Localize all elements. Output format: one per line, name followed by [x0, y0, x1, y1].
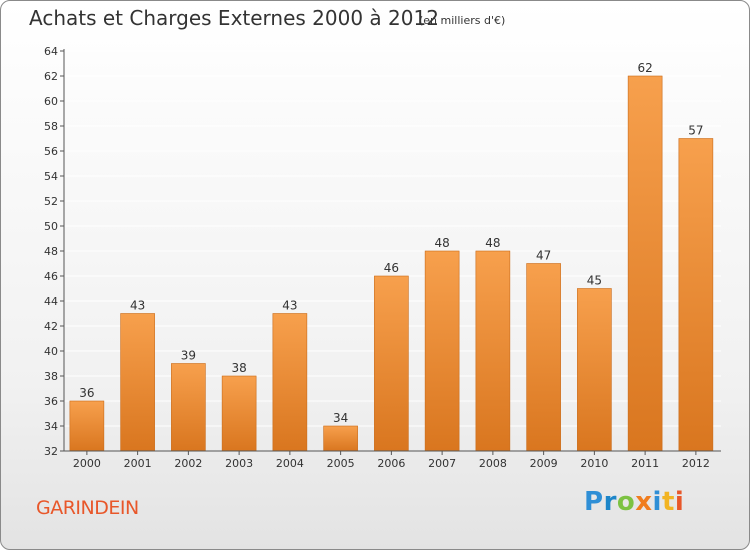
y-tick-label: 54 — [44, 170, 58, 183]
x-tick-label: 2005 — [327, 457, 355, 470]
bar-2004 — [272, 313, 308, 452]
bar-2008 — [475, 250, 511, 452]
logo-letter: i — [652, 487, 662, 517]
logo-letter: x — [635, 487, 653, 517]
y-tick-label: 52 — [44, 195, 58, 208]
data-label: 43 — [130, 299, 145, 313]
data-label: 47 — [536, 249, 551, 263]
axes — [60, 49, 721, 455]
x-tick-label: 2004 — [276, 457, 304, 470]
bar-2011 — [627, 75, 663, 452]
data-label: 48 — [485, 236, 500, 250]
y-tick-label: 56 — [44, 145, 58, 158]
y-tick-label: 50 — [44, 220, 58, 233]
logo-letter: t — [661, 487, 675, 517]
x-tick-label: 2010 — [580, 457, 608, 470]
bar-2009 — [526, 263, 561, 452]
logo-letter: P — [584, 487, 604, 517]
data-label: 48 — [434, 236, 449, 250]
bar-2005 — [323, 425, 358, 452]
logo-letter: r — [603, 487, 617, 517]
bars — [69, 75, 714, 452]
x-tick-label: 2009 — [530, 457, 558, 470]
labels: 32 34 36 38 40 42 44 46 48 50 52 54 56 58 60 62 64 36 2000… — [44, 45, 710, 470]
logo-letter: o — [616, 487, 636, 517]
bar-2012 — [678, 138, 714, 452]
data-label: 45 — [587, 274, 602, 288]
bar-2000 — [69, 400, 105, 452]
y-tick-label: 44 — [44, 295, 58, 308]
y-tick-label: 64 — [44, 45, 58, 58]
data-label: 38 — [231, 361, 246, 375]
data-label: 36 — [79, 386, 94, 400]
y-tick-label: 36 — [44, 395, 58, 408]
y-tick-label: 42 — [44, 320, 58, 333]
x-tick-label: 2002 — [174, 457, 202, 470]
proxiti-logo: Proxiti — [584, 487, 684, 517]
y-tick-label: 46 — [44, 270, 58, 283]
x-tick-label: 2008 — [479, 457, 507, 470]
logo-letter: i — [674, 487, 685, 517]
y-tick-label: 32 — [44, 445, 58, 458]
data-label: 57 — [688, 124, 703, 138]
y-tick-label: 40 — [44, 345, 58, 358]
x-tick-label: 2011 — [631, 457, 659, 470]
y-tick-label: 62 — [44, 70, 58, 83]
x-tick-label: 2000 — [73, 457, 101, 470]
bar-2010 — [577, 288, 612, 452]
data-label: 39 — [181, 349, 196, 363]
data-label: 62 — [637, 61, 652, 75]
bar-2007 — [424, 250, 460, 452]
data-label: 46 — [384, 261, 399, 275]
x-tick-label: 2001 — [124, 457, 152, 470]
x-tick-label: 2006 — [377, 457, 405, 470]
y-tick-label: 34 — [44, 420, 58, 433]
x-tick-label: 2007 — [428, 457, 456, 470]
bar-2006 — [374, 275, 409, 452]
data-label: 34 — [333, 411, 348, 425]
x-tick-label: 2012 — [682, 457, 710, 470]
commune-name: GARINDEIN — [36, 497, 139, 519]
y-tick-label: 48 — [44, 245, 58, 258]
x-tick-label: 2003 — [225, 457, 253, 470]
y-tick-label: 38 — [44, 370, 58, 383]
chart-title: Achats et Charges Externes 2000 à 2012 — [29, 6, 439, 30]
data-label: 43 — [282, 299, 297, 313]
bar-2003 — [221, 375, 257, 452]
y-tick-label: 58 — [44, 120, 58, 133]
bar-2001 — [120, 313, 155, 452]
bar-2002 — [171, 363, 206, 452]
y-tick-label: 60 — [44, 95, 58, 108]
chart-unit: (en milliers d'€) — [419, 14, 506, 27]
